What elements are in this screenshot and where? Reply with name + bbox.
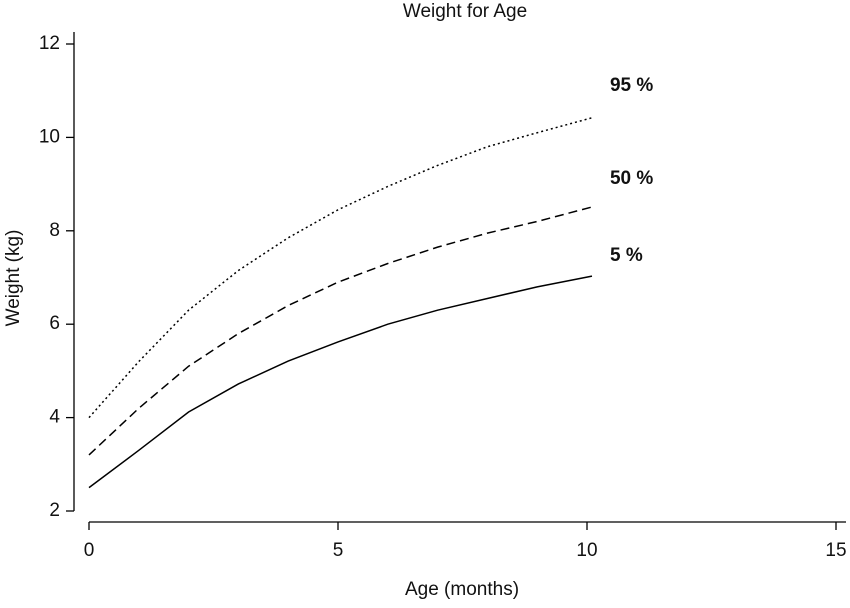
y-tick-label: 12 [39,33,60,54]
x-tick-label: 10 [576,540,597,561]
x-tick-label: 15 [825,540,846,561]
x-axis-label: Age (months) [405,579,519,600]
y-tick-label: 6 [49,313,60,334]
chart-title: Weight for Age [403,1,527,22]
series-line [88,206,593,456]
y-tick-label: 4 [49,407,60,428]
series-label: 5 % [610,245,643,266]
series-line [88,275,593,489]
y-tick-label: 10 [39,126,60,147]
y-tick-label: 2 [49,500,60,521]
series-label: 50 % [610,168,653,189]
y-axis-label: Weight (kg) [3,230,24,327]
y-tick-label: 8 [49,220,60,241]
series-line [88,117,593,419]
series-label: 95 % [610,75,653,96]
x-tick-label: 5 [333,540,344,561]
x-tick-label: 0 [84,540,95,561]
